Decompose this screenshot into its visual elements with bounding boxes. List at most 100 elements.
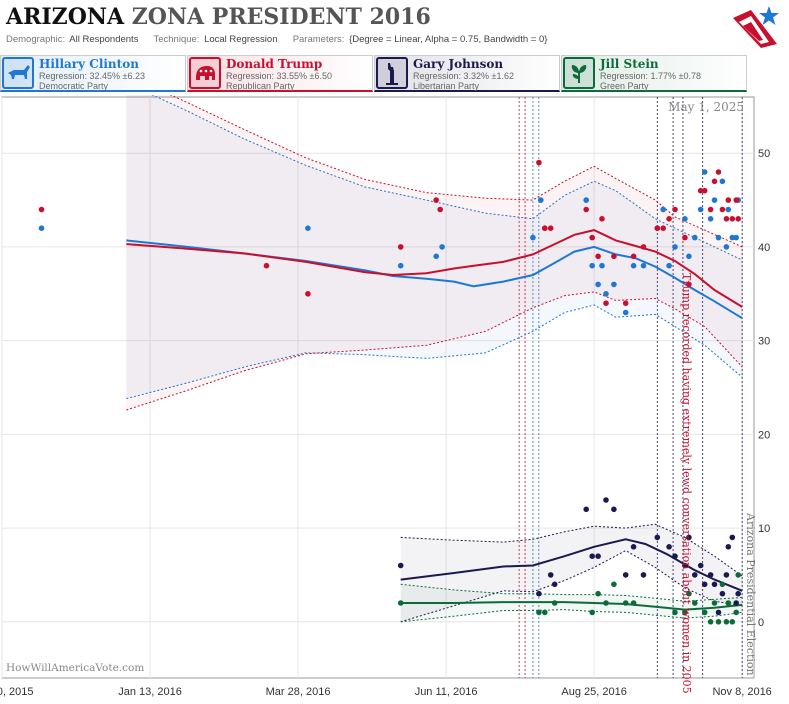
x-tick-label: Jun 11, 2016 bbox=[415, 686, 478, 698]
poll-point bbox=[697, 187, 704, 194]
x-tick-label: Oct 30, 2015 bbox=[0, 686, 34, 698]
title-state: ARIZONA bbox=[6, 4, 125, 30]
poll-point bbox=[551, 600, 558, 606]
poll-point bbox=[692, 600, 698, 606]
technique-value: Local Regression bbox=[204, 34, 278, 45]
poll-point bbox=[666, 544, 672, 550]
poll-point bbox=[682, 609, 688, 616]
candidate-card-trump[interactable]: Donald Trump Regression: 33.55% ±6.50 Re… bbox=[187, 55, 373, 92]
poll-point bbox=[660, 225, 666, 231]
poll-point bbox=[640, 244, 647, 250]
annotation-election-day: Arizona Presidential Election bbox=[744, 512, 757, 676]
poll-point bbox=[715, 609, 722, 616]
chart-header: ARIZONA ZONA PRESIDENT 2016 Demographic:… bbox=[0, 0, 789, 52]
poll-point bbox=[397, 562, 404, 569]
elephant-icon bbox=[189, 57, 221, 89]
candidate-card-clinton[interactable]: Hillary Clinton Regression: 32.45% ±6.23… bbox=[0, 55, 186, 92]
candidate-regression: Regression: 33.55% ±6.50 bbox=[226, 71, 333, 81]
poll-point bbox=[583, 506, 589, 513]
poll-point bbox=[536, 590, 542, 597]
poll-point bbox=[729, 534, 736, 541]
candidate-party: Republican Party bbox=[226, 81, 295, 91]
poll-point bbox=[611, 253, 617, 260]
poll-point bbox=[38, 206, 45, 213]
poll-point bbox=[589, 262, 595, 269]
candidate-regression: Regression: 1.77% ±0.78 bbox=[600, 71, 701, 81]
poll-point bbox=[672, 206, 678, 213]
parameters-line: Demographic: All Respondents Technique: … bbox=[6, 34, 549, 45]
poll-point bbox=[542, 225, 548, 231]
poll-point bbox=[603, 497, 609, 503]
poll-point bbox=[711, 600, 718, 606]
candidate-party: Democratic Party bbox=[39, 81, 109, 91]
poll-point bbox=[603, 300, 609, 306]
poll-point bbox=[589, 553, 595, 559]
poll-point bbox=[672, 609, 678, 616]
band-upper bbox=[169, 95, 743, 248]
candidate-card-johnson[interactable]: Gary Johnson Regression: 3.32% ±1.62 Lib… bbox=[374, 55, 560, 92]
poll-point bbox=[682, 562, 688, 569]
poll-point bbox=[707, 216, 714, 222]
poll-point bbox=[711, 178, 718, 185]
poll-point bbox=[733, 197, 739, 203]
poll-point bbox=[263, 262, 270, 269]
poll-point bbox=[397, 244, 404, 250]
poll-point bbox=[622, 309, 629, 316]
poll-point bbox=[715, 169, 722, 175]
poll-point bbox=[719, 178, 726, 185]
poll-point bbox=[603, 600, 609, 606]
poll-point bbox=[729, 234, 736, 241]
event-lines bbox=[518, 97, 743, 678]
poll-point bbox=[711, 197, 718, 203]
band-lower bbox=[126, 291, 743, 411]
poll-point bbox=[686, 253, 692, 260]
poll-point bbox=[640, 572, 647, 578]
poll-point bbox=[611, 281, 617, 288]
poll-point bbox=[622, 600, 629, 606]
poll-point bbox=[711, 581, 718, 588]
poll-point bbox=[723, 244, 730, 250]
poll-point bbox=[547, 225, 554, 231]
poll-chart: Oct 30, 2015 Jan 13, 2016 Mar 28, 2016 Jun … bbox=[0, 95, 772, 698]
poll-point bbox=[595, 590, 601, 597]
poll-point bbox=[536, 159, 542, 166]
poll-point bbox=[701, 169, 708, 175]
y-tick-label: 10 bbox=[758, 523, 770, 535]
poll-point bbox=[542, 609, 548, 616]
candidate-card-stein[interactable]: Jill Stein Regression: 1.77% ±0.78 Green… bbox=[561, 55, 747, 92]
poll-point bbox=[38, 225, 45, 231]
poll-point bbox=[397, 600, 404, 606]
trend-line bbox=[126, 239, 743, 320]
confidence-bands bbox=[126, 95, 743, 623]
poll-point bbox=[715, 234, 722, 241]
candidate-party: Libertarian Party bbox=[413, 81, 480, 91]
poll-point bbox=[682, 216, 688, 222]
poll-point bbox=[692, 572, 698, 578]
poll-point bbox=[686, 534, 692, 541]
axis-labels: Oct 30, 2015 Jan 13, 2016 Mar 28, 2016 Jun … bbox=[0, 148, 772, 698]
poll-point bbox=[723, 619, 730, 625]
poll-point bbox=[599, 216, 605, 222]
y-tick-label: 40 bbox=[758, 242, 770, 254]
poll-point bbox=[630, 600, 637, 606]
poll-point bbox=[603, 291, 609, 297]
trend-line bbox=[126, 229, 743, 308]
candidate-regression: Regression: 32.45% ±6.23 bbox=[39, 71, 146, 81]
poll-point bbox=[733, 234, 739, 241]
poll-point bbox=[595, 553, 601, 559]
candidate-legend: Hillary Clinton Regression: 32.45% ±6.23… bbox=[0, 55, 789, 93]
poll-point bbox=[733, 600, 739, 606]
poll-point bbox=[682, 234, 688, 241]
confidence-band bbox=[126, 95, 743, 410]
y-tick-label: 50 bbox=[758, 148, 770, 160]
x-tick-label: Nov 8, 2016 bbox=[712, 686, 771, 698]
candidate-party: Green Party bbox=[600, 81, 649, 91]
poll-point bbox=[666, 216, 672, 222]
parameters-value: {Degree = Linear, Alpha = 0.75, Bandwidt… bbox=[349, 34, 548, 45]
band-upper bbox=[151, 95, 743, 261]
poll-point bbox=[583, 206, 589, 213]
poll-point bbox=[630, 262, 637, 269]
title-rest: ZONA PRESIDENT 2016 bbox=[131, 4, 431, 30]
poll-point bbox=[547, 572, 554, 578]
poll-point bbox=[686, 590, 692, 597]
